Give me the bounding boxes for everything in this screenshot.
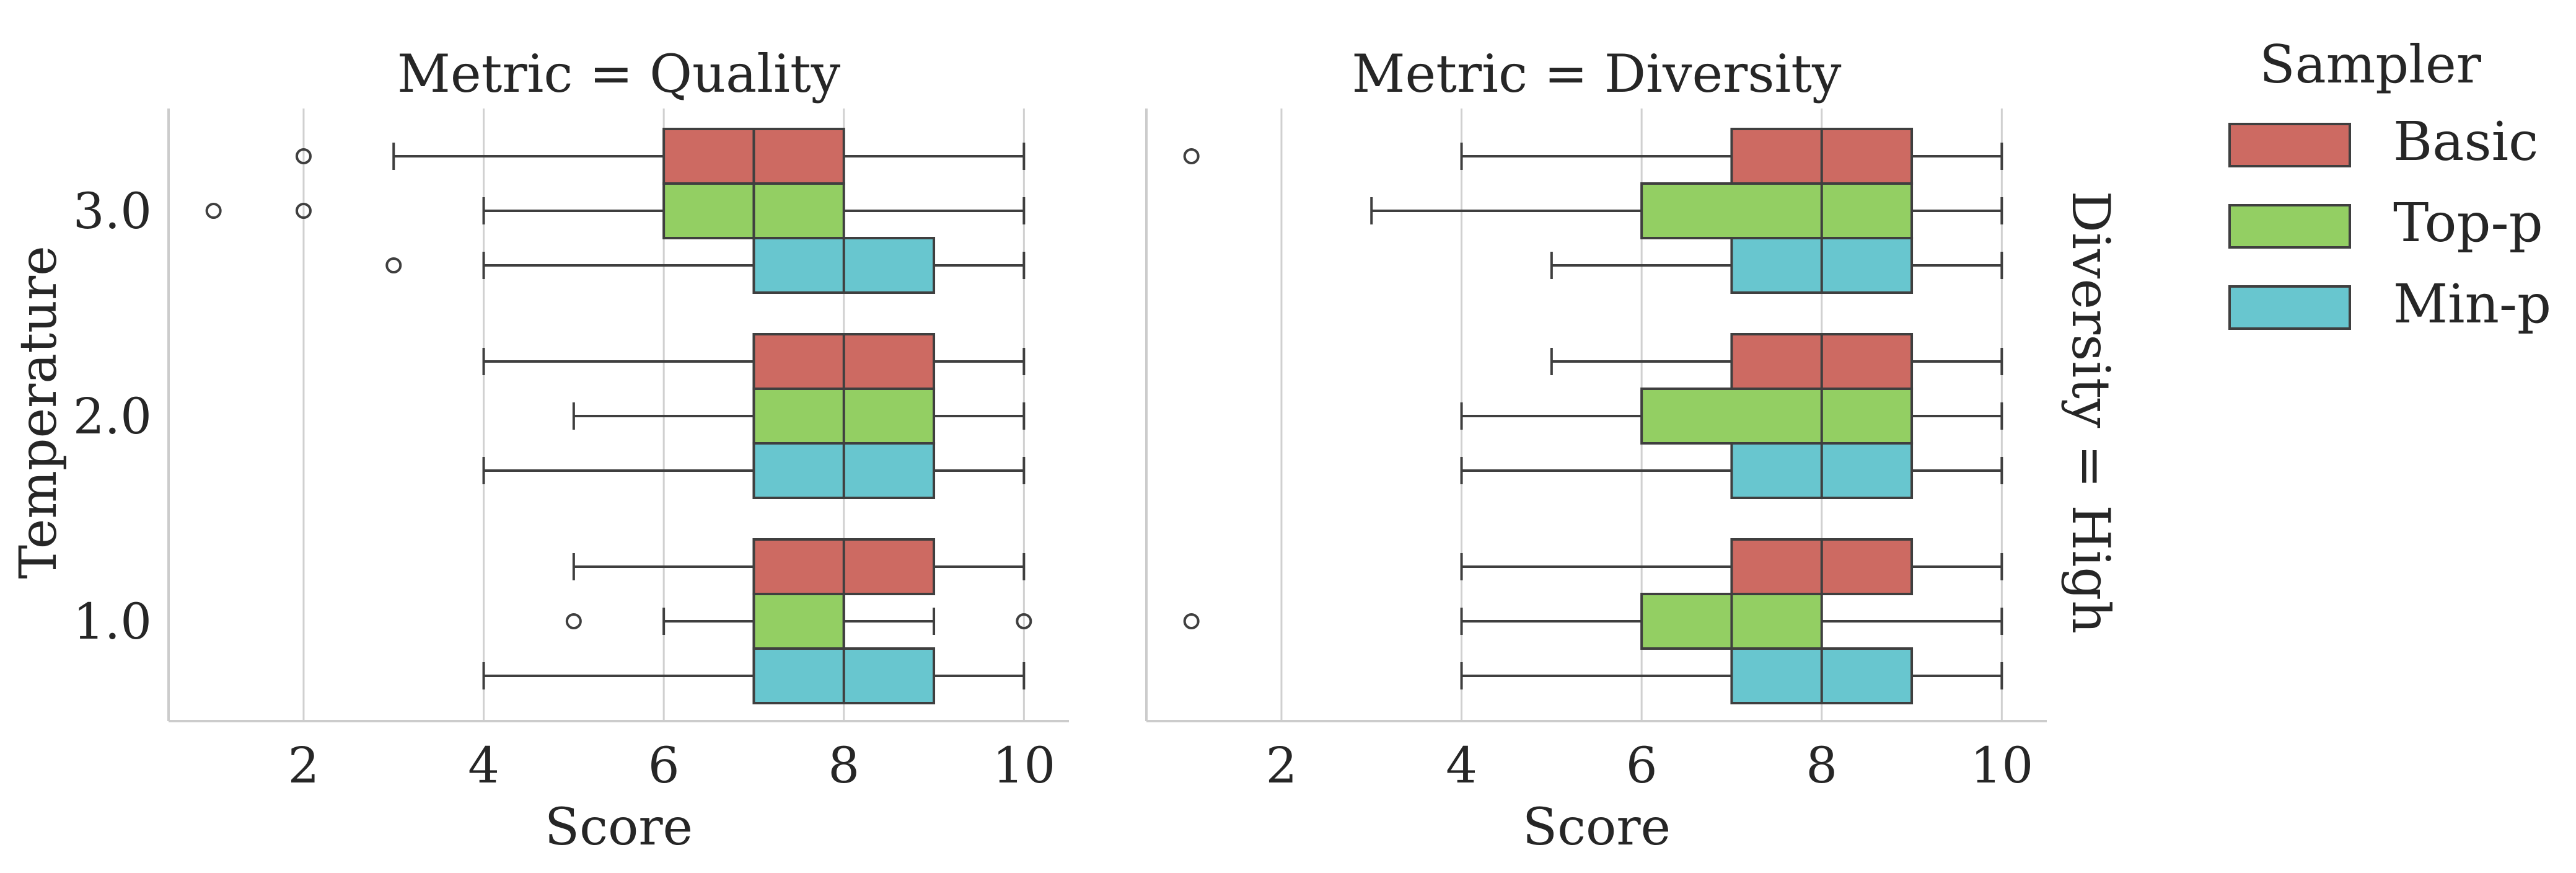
x-tick-label: 6 — [1626, 737, 1658, 794]
panel-0: Metric = Quality 2 4 6 8 10 Score 3.0 2.0 1.0 — [73, 43, 1069, 857]
panel-title: Metric = Diversity — [1352, 43, 1842, 104]
outlier-point — [1183, 613, 1200, 629]
box-basic — [572, 538, 1026, 595]
y-tick-label: 2.0 — [73, 388, 152, 445]
legend-label: Min-p — [2393, 273, 2551, 335]
box-iqr — [752, 593, 845, 650]
y-tick-label: 1.0 — [73, 593, 152, 650]
legend: Sampler Basic Top-p Min-p — [2228, 34, 2551, 335]
box-topp — [1183, 593, 2003, 650]
y-axis-label: Temperature — [9, 246, 68, 578]
box-basic — [1183, 128, 2003, 185]
box-minp — [1460, 442, 2003, 499]
box-basic — [1550, 333, 2003, 390]
box-topp — [205, 182, 1026, 239]
x-tick-label: 4 — [468, 737, 499, 794]
box-topp — [565, 593, 1032, 650]
box-basic — [482, 333, 1026, 390]
legend-swatch — [2228, 285, 2351, 330]
box-minp — [1550, 237, 2003, 294]
legend-swatch — [2228, 204, 2351, 249]
panel-title: Metric = Quality — [397, 43, 841, 104]
outlier-point — [295, 148, 312, 164]
box-topp — [1460, 388, 2003, 445]
box-topp — [572, 388, 1026, 445]
x-tick-label: 10 — [992, 737, 1055, 794]
outlier-point — [385, 257, 402, 273]
outlier-point — [565, 613, 582, 629]
x-axis-label: Score — [1523, 798, 1671, 857]
y-tick-label: 3.0 — [73, 182, 152, 240]
box-basic — [295, 128, 1026, 185]
x-tick-label: 6 — [648, 737, 680, 794]
box-iqr — [1640, 388, 1914, 445]
x-tick-label: 2 — [288, 737, 319, 794]
box-topp — [1370, 182, 2003, 239]
legend-swatch — [2228, 123, 2351, 167]
x-tick-label: 2 — [1265, 737, 1297, 794]
row-facet-label: Diversity = High — [2060, 191, 2121, 634]
outlier-point — [1183, 148, 1200, 164]
outlier-point — [205, 203, 222, 219]
outlier-point — [295, 203, 312, 219]
box-minp — [482, 647, 1026, 704]
outlier-point — [1016, 613, 1032, 629]
x-tick-label: 10 — [1970, 737, 2033, 794]
panel-1: Metric = Diversity 2 4 6 8 10 Score — [1145, 43, 2047, 857]
x-tick-label: 8 — [828, 737, 859, 794]
x-tick-label: 4 — [1446, 737, 1477, 794]
legend-label: Basic — [2393, 111, 2538, 173]
x-axis-label: Score — [545, 798, 693, 857]
box-iqr — [1640, 182, 1914, 239]
legend-title: Sampler — [2259, 34, 2482, 95]
box-minp — [1460, 647, 2003, 704]
box-minp — [385, 237, 1026, 294]
box-minp — [482, 442, 1026, 499]
x-tick-label: 8 — [1806, 737, 1837, 794]
box-basic — [1460, 538, 2003, 595]
legend-label: Top-p — [2393, 192, 2543, 254]
